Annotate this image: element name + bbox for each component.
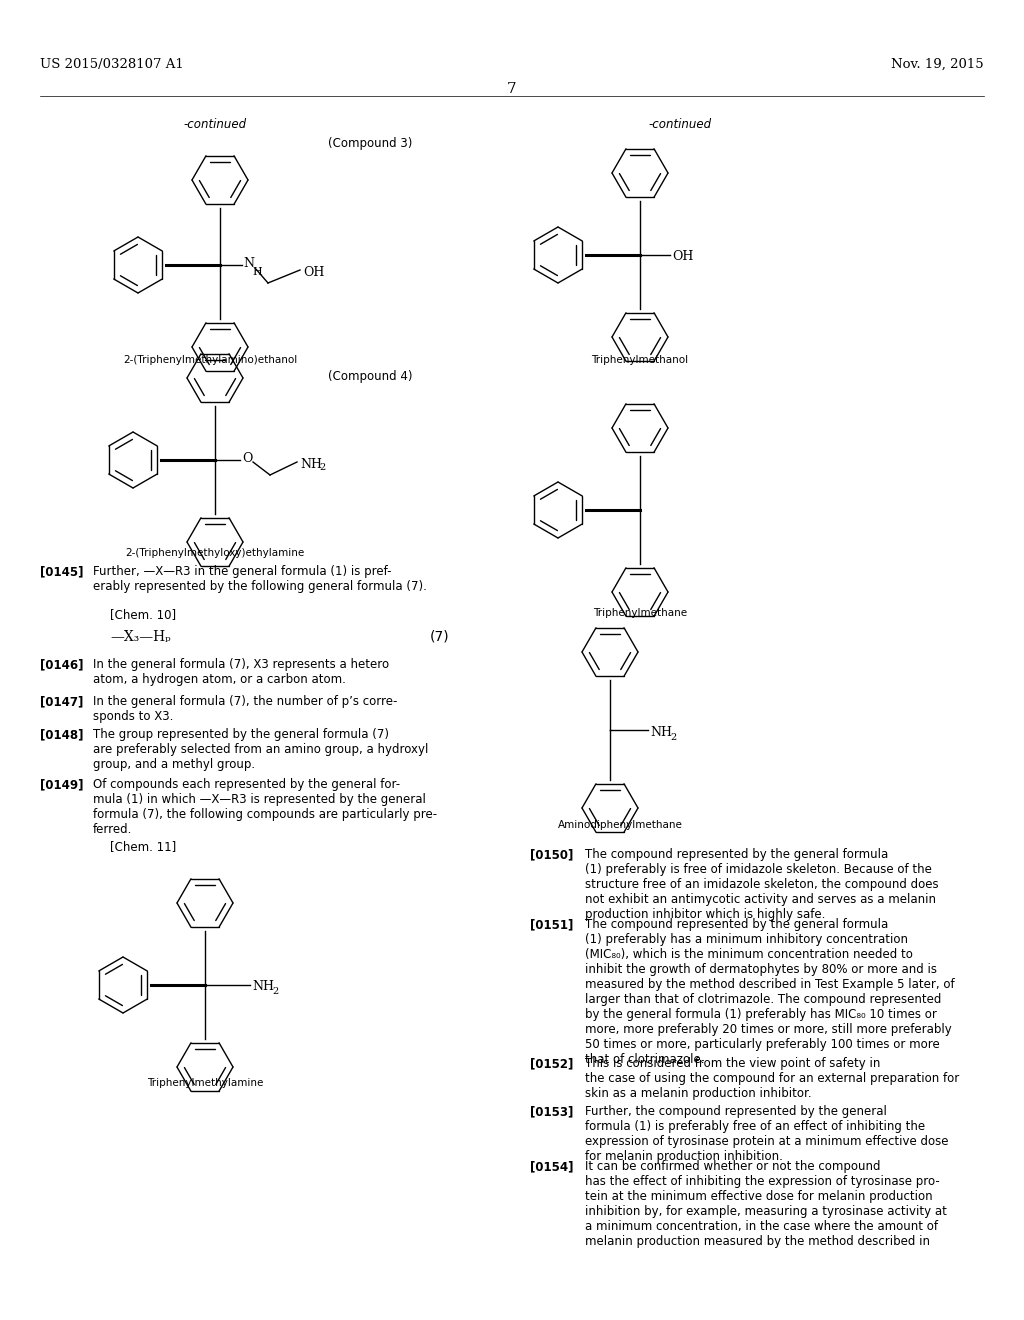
Text: [0147]: [0147] [40,696,83,708]
Text: US 2015/0328107 A1: US 2015/0328107 A1 [40,58,183,71]
Text: The group represented by the general formula (7)
are preferably selected from an: The group represented by the general for… [93,729,428,771]
Text: Triphenylmethanol: Triphenylmethanol [592,355,688,366]
Text: O: O [242,451,252,465]
Text: [0146]: [0146] [40,657,84,671]
Text: -continued: -continued [648,117,712,131]
Text: [0151]: [0151] [530,917,573,931]
Text: NH: NH [650,726,672,738]
Text: OH: OH [672,251,693,264]
Text: The compound represented by the general formula
(1) preferably has a minimum inh: The compound represented by the general … [585,917,954,1067]
Text: Triphenylmethane: Triphenylmethane [593,609,687,618]
Text: The compound represented by the general formula
(1) preferably is free of imidaz: The compound represented by the general … [585,847,939,921]
Text: Of compounds each represented by the general for-
mula (1) in which —X—R3 is rep: Of compounds each represented by the gen… [93,777,437,836]
Text: [0150]: [0150] [530,847,573,861]
Text: It can be confirmed whether or not the compound
has the effect of inhibiting the: It can be confirmed whether or not the c… [585,1160,947,1247]
Text: [Chem. 10]: [Chem. 10] [110,609,176,620]
Text: N: N [243,257,254,271]
Text: (7): (7) [430,630,450,644]
Text: [0154]: [0154] [530,1160,573,1173]
Text: [0152]: [0152] [530,1057,573,1071]
Text: [0145]: [0145] [40,565,84,578]
Text: Aminodiphenylmethane: Aminodiphenylmethane [557,820,682,830]
Text: In the general formula (7), X3 represents a hetero
atom, a hydrogen atom, or a c: In the general formula (7), X3 represent… [93,657,389,686]
Text: 2: 2 [319,463,326,473]
Text: 2: 2 [272,987,279,997]
Text: This is considered from the view point of safety in
the case of using the compou: This is considered from the view point o… [585,1057,959,1100]
Text: Nov. 19, 2015: Nov. 19, 2015 [891,58,984,71]
Text: NH: NH [252,981,274,994]
Text: Further, the compound represented by the general
formula (1) is preferably free : Further, the compound represented by the… [585,1105,948,1163]
Text: 2-(Triphenylmethyloxy)ethylamine: 2-(Triphenylmethyloxy)ethylamine [125,548,304,558]
Text: [0148]: [0148] [40,729,84,741]
Text: [0149]: [0149] [40,777,84,791]
Text: NH: NH [300,458,322,470]
Text: [Chem. 11]: [Chem. 11] [110,840,176,853]
Text: OH: OH [303,265,325,279]
Text: -continued: -continued [183,117,247,131]
Text: 2: 2 [670,733,676,742]
Text: [0153]: [0153] [530,1105,573,1118]
Text: 2-(Triphenylmethylamino)ethanol: 2-(Triphenylmethylamino)ethanol [123,355,297,366]
Text: H: H [252,267,262,277]
Text: In the general formula (7), the number of p’s corre-
sponds to X3.: In the general formula (7), the number o… [93,696,397,723]
Text: (Compound 4): (Compound 4) [328,370,413,383]
Text: (Compound 3): (Compound 3) [328,137,413,150]
Text: 7: 7 [507,82,517,96]
Text: Further, —X—R3 in the general formula (1) is pref-
erably represented by the fol: Further, —X—R3 in the general formula (1… [93,565,427,593]
Text: Triphenylmethylamine: Triphenylmethylamine [146,1078,263,1088]
Text: —X₃—Hₚ: —X₃—Hₚ [110,630,171,644]
